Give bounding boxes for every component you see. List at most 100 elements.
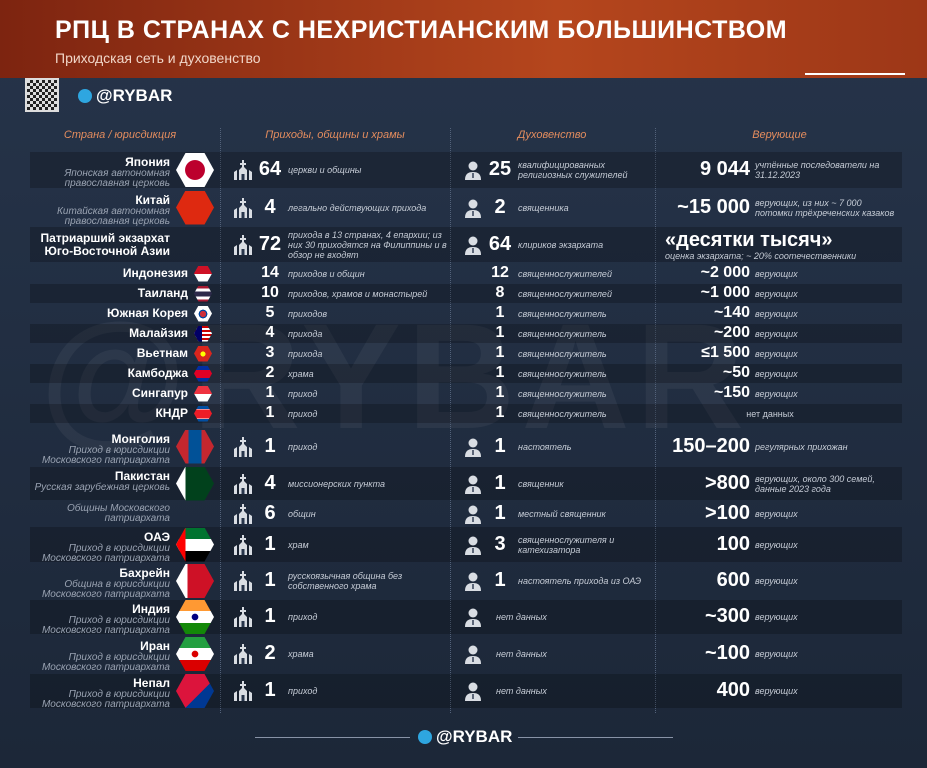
clergy-note: настоятель (518, 441, 572, 452)
priest-cross (472, 547, 474, 553)
footer-brand: @RYBAR (436, 727, 513, 746)
church-door (241, 487, 245, 494)
clergy-note: священнослужителей (518, 288, 612, 299)
table-row: ОАЭ Приход в юрисдикции Московского патри… (30, 527, 902, 563)
table-subrow: Таиланд 10 приходов, храмов и монастырей 8 с… (30, 284, 902, 303)
parish-note: русскоязычная община без собственного хр… (288, 571, 403, 591)
church-door (241, 695, 245, 701)
parish-note: приходов и общин (288, 268, 365, 279)
believers-note: верующих (755, 509, 798, 519)
country: ОАЭ (144, 529, 170, 544)
table-row: Пакистан Русская зарубежная церковь 4 мисси… (30, 466, 902, 501)
country: Индия (132, 602, 170, 616)
parish-note: приход (288, 388, 318, 399)
column-separator (655, 128, 656, 713)
flag (176, 466, 214, 501)
believers-note: верующих (755, 368, 798, 379)
priest-head (468, 199, 478, 208)
church-door (241, 174, 245, 180)
parish-count: 1 (264, 569, 276, 591)
column-separator (220, 128, 221, 713)
church-door (241, 585, 245, 591)
subtitle: Приходская сеть и духовенство (55, 50, 261, 66)
church-icon (234, 504, 252, 524)
clergy-note: священнослужитель (518, 388, 607, 399)
parish-note: церкви и общины (288, 165, 362, 175)
church-icon (234, 197, 252, 218)
table-subrow: Камбоджа 2 храма 1 священнослужитель ~50 верую… (30, 364, 902, 383)
parish-note: приход (288, 686, 318, 696)
country: Япония (125, 155, 170, 169)
parish-note: приход (288, 441, 318, 452)
priest-head (468, 572, 478, 582)
priest-cross (472, 486, 474, 492)
believers-note: верующих (755, 649, 798, 659)
parish-count: 64 (258, 158, 282, 180)
church-shape (234, 534, 252, 555)
flag (176, 637, 214, 671)
parish-note: общин (288, 509, 316, 519)
clergy-note: нет данных (496, 612, 547, 622)
parish-note: прихода (288, 348, 323, 359)
parish-count: 4 (264, 195, 276, 218)
parish-count: 1 (264, 679, 276, 701)
country: Южная Корея (107, 305, 188, 320)
priest-icon (465, 199, 481, 218)
priest-head (468, 236, 478, 245)
believers-note: оценка экзархата; ~ 20% соотечественники (665, 250, 857, 261)
clergy-note: священнослужитель (518, 368, 607, 379)
footer-line (518, 737, 673, 738)
church-icon (234, 607, 252, 627)
jurisdiction: Русская зарубежная церковь (34, 481, 170, 493)
priest-head (468, 645, 478, 655)
clergy-note: квалифицированных религиозных служителей (518, 160, 628, 180)
parish-count: 6 (264, 502, 276, 524)
priest-cross (472, 657, 474, 662)
jurisdiction: Приход в юрисдикции Московского патриарх… (41, 652, 170, 673)
church-shape (234, 644, 252, 664)
clergy-count: 1 (495, 323, 505, 341)
header-band (0, 0, 927, 78)
church-shape (234, 436, 252, 457)
table-row: Индия Приход в юрисдикции Московского пат… (30, 600, 902, 636)
believers-note: учтённые последователи на 31.12.2023 (755, 160, 880, 180)
church-door (241, 621, 245, 627)
priest-icon (465, 608, 481, 627)
parish-count: 1 (264, 532, 276, 555)
priest-head (468, 505, 478, 515)
table-subrow: Сингапур 1 приход 1 священнослужитель ~150 вер… (30, 384, 902, 403)
clergy-count: 25 (488, 158, 512, 180)
believers-count: ~15 000 (677, 195, 750, 218)
priest-cross (472, 694, 474, 699)
priest-icon (465, 645, 481, 664)
parish-note: миссионерских пункта (288, 478, 386, 489)
parish-count: 1 (265, 403, 275, 421)
table-subrow: Индонезия 14 приходов и общин 12 священнослу… (30, 264, 902, 283)
flag (194, 405, 212, 422)
parish-count: 10 (261, 283, 279, 301)
watermark: @RYBAR (40, 292, 751, 460)
parish-count: 1 (264, 605, 276, 627)
believers-count: ~140 (713, 303, 750, 321)
parish-note: приходов, храмов и монастырей (288, 288, 428, 299)
priest-icon (465, 475, 481, 494)
priest-head (468, 161, 478, 171)
title: РПЦ В СТРАНАХ С НЕХРИСТИАНСКИМ БОЛЬШИНСТ… (55, 16, 788, 44)
church-shape (234, 504, 252, 524)
country: Иран (140, 639, 170, 653)
believers-note: верующих (755, 612, 798, 622)
parish-note: прихода в 13 странах, 4 епархии; из них … (288, 229, 447, 260)
church-shape (234, 473, 252, 494)
column-header: Верующие (752, 129, 807, 141)
parish-count: 2 (264, 642, 276, 664)
priest-icon (465, 536, 481, 555)
clergy-note: священник (518, 478, 564, 489)
flag (194, 265, 212, 282)
priest-cross (472, 247, 474, 253)
column-separator (450, 128, 451, 713)
clergy-count: 1 (494, 502, 506, 524)
country: Монголия (111, 431, 170, 446)
clergy-count: 1 (495, 363, 505, 381)
believers-count: ~1 000 (700, 283, 750, 301)
jurisdiction: Приход в юрисдикции Московского патриарх… (41, 689, 170, 710)
